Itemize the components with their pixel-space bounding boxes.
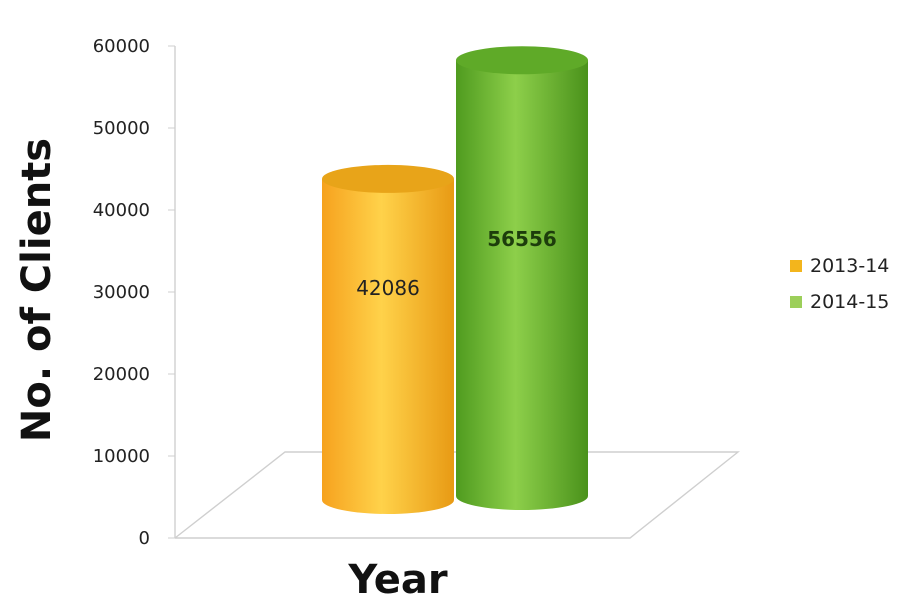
y-tick-label: 30000 — [93, 282, 150, 303]
y-axis-title: No. of Clients — [14, 138, 60, 442]
legend-swatch — [790, 260, 802, 272]
y-tick-label: 20000 — [93, 364, 150, 385]
floor-plane — [174, 451, 741, 539]
legend-item-2013-14: 2013-14 — [790, 248, 889, 284]
bar-body — [456, 60, 588, 511]
y-tick-label: 40000 — [93, 200, 150, 221]
x-axis-title: Year — [347, 557, 447, 601]
y-ticks: 0 10000 20000 30000 40000 50000 60000 — [93, 36, 175, 549]
legend-label: 2013-14 — [810, 255, 890, 277]
bar-value-label: 42086 — [356, 276, 420, 300]
y-tick-label: 60000 — [93, 36, 150, 57]
legend: 2013-14 2014-15 — [790, 248, 889, 320]
bars: 42086 56556 — [322, 46, 588, 514]
bar-2014-15: 56556 — [456, 46, 588, 511]
legend-item-2014-15: 2014-15 — [790, 284, 889, 320]
legend-swatch — [790, 296, 802, 308]
y-tick-label: 0 — [139, 528, 150, 549]
bar-top — [322, 164, 454, 193]
bar-value-label: 56556 — [487, 227, 557, 251]
bar-body — [322, 178, 454, 514]
y-tick-label: 50000 — [93, 118, 150, 139]
bar-top — [456, 46, 588, 75]
y-tick-label: 10000 — [93, 446, 150, 467]
legend-label: 2014-15 — [810, 291, 890, 313]
bar-2013-14: 42086 — [322, 164, 454, 514]
